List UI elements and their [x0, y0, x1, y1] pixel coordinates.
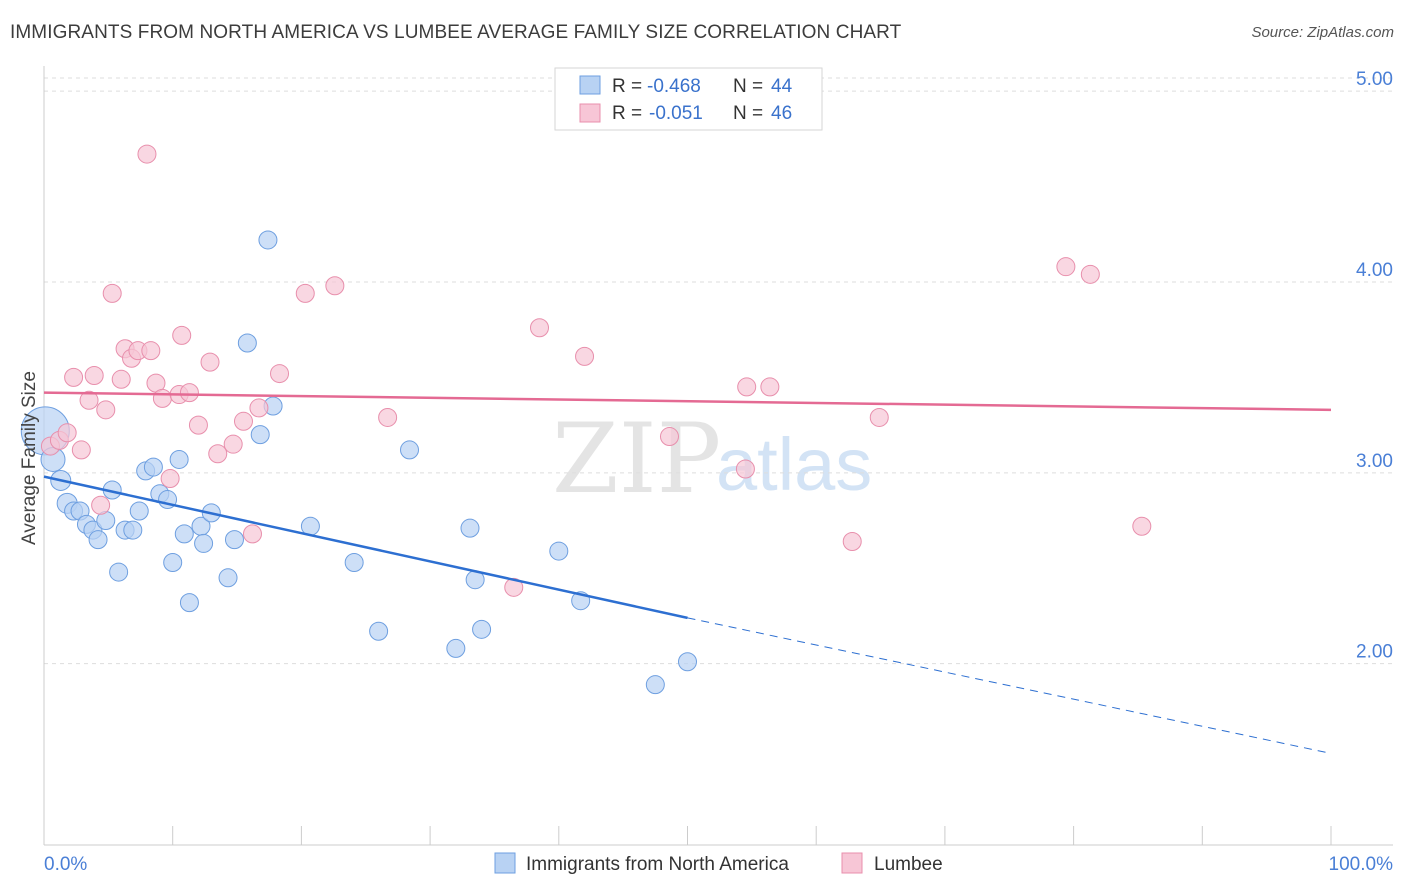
point-lumbee	[325, 276, 345, 296]
point-immigrants	[194, 533, 214, 553]
point-lumbee	[152, 388, 172, 408]
bottom-legend-label-1: Immigrants from North America	[526, 854, 789, 875]
point-lumbee	[270, 364, 290, 384]
x-tick-label: 0.0%	[44, 854, 87, 875]
legend-n-value-2: 46	[771, 103, 792, 124]
bottom-legend: Immigrants from North America Lumbee	[494, 852, 943, 875]
point-immigrants	[460, 518, 480, 538]
legend-swatch-blue	[579, 75, 601, 95]
legend-r-value-1: -0.468	[647, 76, 701, 97]
trend-line-immigrants	[43, 475, 688, 620]
point-lumbee	[160, 469, 180, 489]
trend-line-immigrants-extension	[687, 617, 1332, 754]
point-lumbee	[188, 415, 208, 435]
source-label: Source: ZipAtlas.com	[1251, 24, 1394, 41]
point-immigrants	[344, 553, 364, 573]
point-lumbee	[295, 283, 315, 303]
point-lumbee	[111, 369, 131, 389]
point-immigrants	[549, 541, 569, 561]
point-lumbee	[378, 407, 398, 427]
y-tick-label: 4.00	[1356, 260, 1393, 281]
legend-n-label-1: N =	[733, 76, 763, 97]
point-lumbee	[91, 495, 111, 515]
point-immigrants	[258, 230, 278, 250]
y-tick-label: 3.00	[1356, 451, 1393, 472]
point-lumbee	[529, 318, 549, 338]
point-immigrants	[169, 449, 189, 469]
point-immigrants	[446, 638, 466, 658]
point-lumbee	[79, 390, 99, 410]
point-lumbee	[842, 532, 862, 552]
trend-line-lumbee	[43, 391, 1332, 412]
legend-r-value-2: -0.051	[649, 103, 703, 124]
point-lumbee	[200, 352, 220, 372]
point-lumbee	[1056, 257, 1076, 277]
point-lumbee	[223, 434, 243, 454]
point-lumbee	[1080, 264, 1100, 284]
x-tick-label: 100.0%	[1329, 854, 1394, 875]
bottom-legend-swatch-blue	[494, 852, 516, 874]
point-lumbee	[735, 459, 755, 479]
point-immigrants	[400, 440, 420, 460]
legend-n-label-2: N =	[733, 103, 763, 124]
bottom-legend-label-2: Lumbee	[874, 854, 943, 875]
axes: 2.00 3.00 4.00 5.00 0.0% 100.0%	[43, 66, 1394, 875]
point-lumbee	[233, 411, 253, 431]
point-immigrants	[88, 530, 108, 550]
point-lumbee	[242, 524, 262, 544]
point-immigrants	[678, 652, 697, 672]
point-lumbee	[57, 423, 77, 443]
chart-title: IMMIGRANTS FROM NORTH AMERICA VS LUMBEE …	[10, 22, 902, 43]
point-immigrants	[109, 562, 129, 582]
point-lumbee	[84, 365, 104, 385]
point-immigrants	[224, 530, 244, 550]
top-legend: R = -0.468 N = 44 R = -0.051 N = 46	[554, 67, 823, 131]
point-lumbee	[869, 407, 889, 427]
point-immigrants	[143, 457, 163, 477]
point-lumbee	[659, 427, 679, 447]
point-immigrants	[123, 520, 143, 540]
point-immigrants	[174, 524, 194, 544]
point-immigrants	[163, 553, 183, 573]
point-lumbee	[71, 440, 91, 460]
point-lumbee	[504, 577, 524, 597]
point-lumbee	[172, 325, 192, 345]
point-immigrants	[237, 333, 257, 353]
y-axis-label: Average Family Size	[19, 371, 40, 545]
point-immigrants	[645, 675, 665, 695]
point-lumbee	[137, 144, 157, 164]
point-immigrants	[472, 619, 492, 639]
gridlines	[44, 77, 1393, 665]
legend-swatch-pink	[579, 103, 601, 123]
point-lumbee	[249, 398, 269, 418]
legend-r-label-1: R =	[612, 76, 642, 97]
trend-lines	[43, 391, 1332, 754]
y-tick-label: 5.00	[1356, 69, 1393, 90]
point-immigrants	[179, 593, 199, 613]
point-lumbee	[575, 346, 595, 366]
point-immigrants	[129, 501, 149, 521]
legend-n-value-1: 44	[771, 76, 793, 97]
point-lumbee	[141, 341, 161, 361]
bottom-legend-swatch-pink	[841, 852, 863, 874]
watermark-zip: ZIP	[552, 403, 721, 515]
point-lumbee	[760, 377, 780, 397]
point-lumbee	[179, 383, 199, 403]
point-lumbee	[208, 444, 228, 464]
point-immigrants	[369, 621, 389, 641]
point-lumbee	[96, 400, 116, 420]
point-lumbee	[1132, 516, 1152, 536]
point-lumbee	[64, 367, 84, 387]
legend-r-label-2: R =	[612, 103, 642, 124]
y-tick-label: 2.00	[1356, 642, 1393, 663]
point-immigrants	[218, 568, 238, 588]
point-lumbee	[102, 283, 122, 303]
point-immigrants	[250, 425, 270, 445]
point-lumbee	[737, 377, 757, 397]
